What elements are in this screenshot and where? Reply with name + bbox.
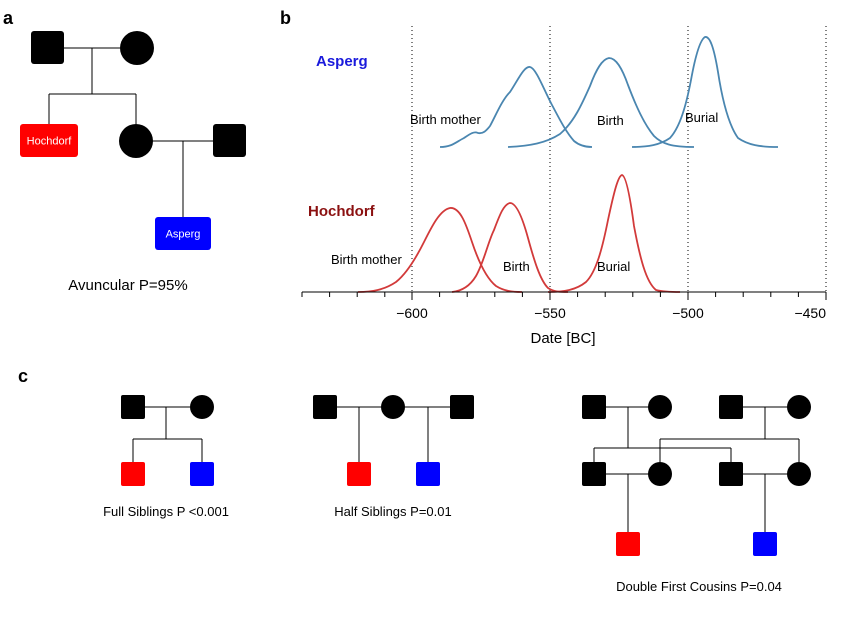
- asperg-node: [190, 462, 214, 486]
- x-axis-title: Date [BC]: [530, 330, 595, 347]
- hochdorf-node-label: Hochdorf: [27, 136, 73, 148]
- panel-c-letter: c: [18, 366, 28, 386]
- hochdorf-birth-label: Birth: [503, 259, 530, 274]
- hochdorf-burial-label: Burial: [597, 259, 630, 274]
- hochdorf-burial-curve: [547, 174, 681, 293]
- female-node: [190, 395, 214, 419]
- asperg-birth-mother-label: Birth mother: [410, 112, 481, 127]
- half-siblings-caption: Half Siblings P=0.01: [334, 504, 451, 519]
- asperg-birth-label: Birth: [597, 113, 624, 128]
- male-node: [213, 124, 246, 157]
- female-node: [787, 395, 811, 419]
- asperg-burial-curve: [631, 36, 779, 148]
- asperg-node: [416, 462, 440, 486]
- male-node: [313, 395, 337, 419]
- x-tick-label: −500: [672, 305, 704, 321]
- asperg-node: [753, 532, 777, 556]
- male-node: [121, 395, 145, 419]
- female-node: [119, 124, 153, 158]
- x-tick-label: −600: [396, 305, 428, 321]
- double-first-cousins-pedigree: [582, 395, 811, 556]
- avuncular-caption: Avuncular P=95%: [68, 277, 187, 294]
- double-first-cousins-caption: Double First Cousins P=0.04: [616, 579, 782, 594]
- asperg-burial-label: Burial: [685, 110, 718, 125]
- hochdorf-node: [616, 532, 640, 556]
- asperg-node-label: Asperg: [166, 229, 201, 241]
- female-node: [381, 395, 405, 419]
- panel-a-pedigree: Hochdorf Asperg: [20, 31, 246, 250]
- female-node: [648, 462, 672, 486]
- x-axis-minor-ticks: [301, 292, 799, 297]
- half-siblings-pedigree: [313, 395, 474, 486]
- male-node: [582, 395, 606, 419]
- male-node: [719, 395, 743, 419]
- asperg-title: Asperg: [316, 53, 368, 70]
- male-node: [31, 31, 64, 64]
- asperg-node: [155, 217, 211, 250]
- x-tick-label: −550: [534, 305, 566, 321]
- hochdorf-node: [347, 462, 371, 486]
- hochdorf-birth-mother-label: Birth mother: [331, 252, 402, 267]
- full-siblings-pedigree: [121, 395, 214, 486]
- hochdorf-birth-mother-curve: [357, 207, 523, 293]
- full-siblings-caption: Full Siblings P <0.001: [103, 504, 229, 519]
- hochdorf-node: [121, 462, 145, 486]
- male-node: [450, 395, 474, 419]
- female-node: [120, 31, 154, 65]
- male-node: [582, 462, 606, 486]
- x-tick-label: −450: [794, 305, 826, 321]
- hochdorf-birth-curve: [451, 202, 569, 293]
- female-node: [787, 462, 811, 486]
- male-node: [719, 462, 743, 486]
- asperg-birth-curve: [507, 57, 695, 148]
- female-node: [648, 395, 672, 419]
- panel-b-letter: b: [280, 8, 291, 28]
- asperg-birth-mother-curve: [439, 66, 593, 148]
- panel-a-letter: a: [3, 8, 14, 28]
- hochdorf-title: Hochdorf: [308, 203, 376, 220]
- density-chart: −600 −550 −500 −450 Date [BC] Asperg Hoc…: [301, 26, 827, 347]
- hochdorf-node: [20, 124, 78, 157]
